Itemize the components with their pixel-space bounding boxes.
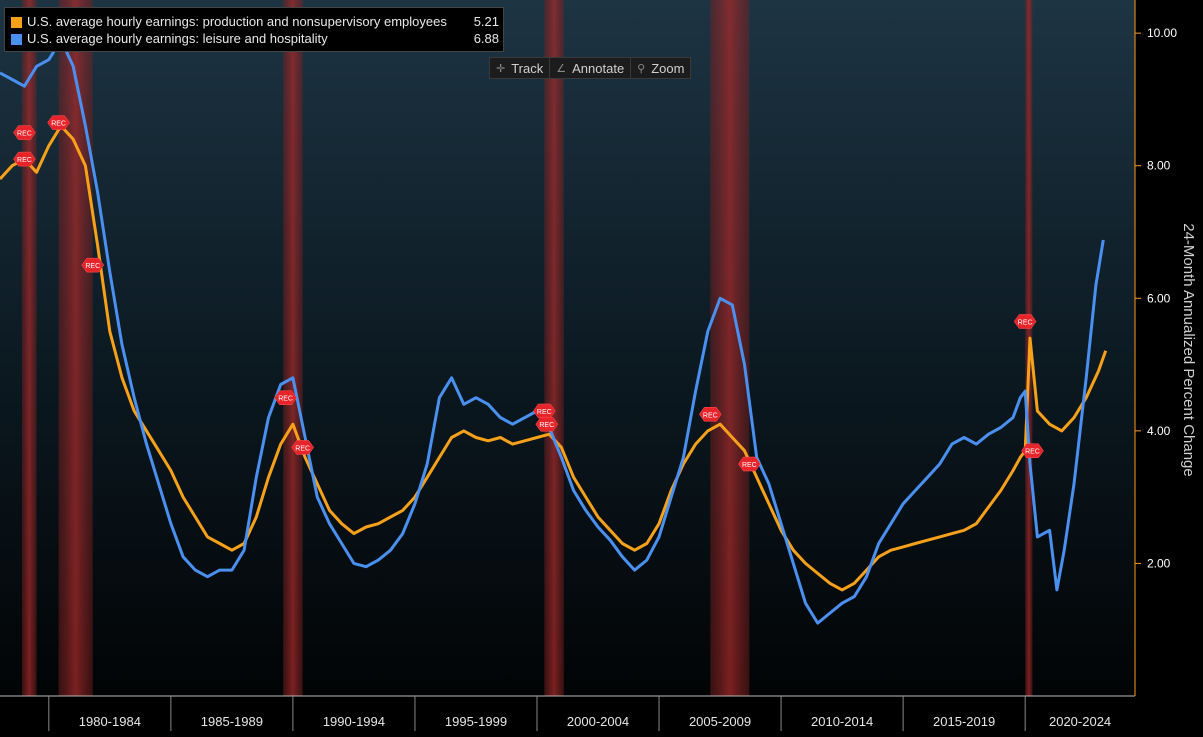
y-tick-label: 2.00: [1147, 556, 1171, 570]
pencil-icon: ∠: [556, 62, 567, 75]
legend-value: 5.21: [473, 14, 499, 29]
legend-swatch: [11, 16, 22, 28]
legend-swatch: [11, 33, 22, 45]
track-button[interactable]: ✛ Track: [490, 58, 551, 78]
x-tick-label: 2010-2014: [811, 714, 873, 729]
track-label: Track: [511, 60, 544, 76]
legend-item-leisure[interactable]: U.S. average hourly earnings: leisure an…: [11, 31, 499, 47]
series-line-1[interactable]: [0, 38, 1105, 625]
recession-flag[interactable]: REC: [47, 115, 70, 130]
chart-toolbar: ✛ Track ∠ Annotate ⚲ Zoom: [489, 57, 692, 79]
recession-flag-shape: [1021, 443, 1044, 458]
recession-flag-shape: [81, 257, 105, 273]
recession-flag-label: REC: [742, 462, 757, 469]
x-tick-label: 1980-1984: [79, 714, 141, 729]
recession-flag-shape: [698, 407, 722, 422]
legend: U.S. average hourly earnings: production…: [4, 7, 504, 52]
recession-flag[interactable]: REC: [1021, 443, 1044, 458]
recession-flag[interactable]: REC: [1013, 314, 1037, 329]
recession-flag-shape: [47, 115, 70, 130]
recession-flag-label: REC: [51, 121, 66, 128]
recession-flag-label: REC: [17, 157, 32, 164]
recession-flag-shape: [535, 416, 559, 432]
recession-flag-label: REC: [295, 445, 310, 452]
recession-flag-shape: [291, 440, 314, 455]
legend-label: U.S. average hourly earnings: production…: [27, 14, 447, 29]
recession-flag[interactable]: REC: [274, 390, 297, 405]
recession-flag-shape: [533, 403, 556, 419]
annotate-button[interactable]: ∠ Annotate: [550, 58, 632, 78]
recession-flag-label: REC: [703, 412, 718, 419]
y-tick-label: 6.00: [1147, 291, 1171, 305]
x-tick-label: 1990-1994: [323, 714, 385, 729]
recession-flag[interactable]: REC: [698, 407, 722, 422]
series-line-0[interactable]: [0, 124, 1108, 592]
recession-band: [710, 0, 750, 696]
y-tick-label: 4.00: [1147, 424, 1171, 438]
recession-flag-label: REC: [539, 422, 554, 429]
recession-flag-label: REC: [278, 396, 293, 403]
recession-flag[interactable]: REC: [738, 456, 761, 472]
crosshair-icon: ✛: [496, 62, 506, 75]
x-tick-label: 1995-1999: [445, 714, 507, 729]
recession-flag-shape: [738, 456, 761, 472]
recession-flag-label: REC: [537, 409, 552, 416]
x-tick-label: 2020-2024: [1049, 714, 1111, 729]
zoom-button[interactable]: ⚲ Zoom: [631, 58, 690, 78]
recession-flag[interactable]: REC: [291, 440, 314, 455]
recession-flag-shape: [13, 151, 36, 167]
recession-band: [58, 0, 93, 696]
recession-flag-label: REC: [85, 263, 100, 270]
recession-flag-label: REC: [1018, 319, 1033, 326]
recession-band: [283, 0, 303, 696]
recession-band: [544, 0, 564, 696]
x-tick-label: 2000-2004: [567, 714, 629, 729]
x-tick-label: 2005-2009: [689, 714, 751, 729]
y-tick-label: 8.00: [1147, 159, 1171, 173]
recession-flag[interactable]: REC: [13, 151, 36, 167]
recession-flag[interactable]: REC: [81, 257, 105, 273]
legend-label: U.S. average hourly earnings: leisure an…: [27, 31, 328, 46]
recession-band: [21, 0, 37, 696]
recession-flag-shape: [1013, 314, 1037, 329]
recession-flag[interactable]: REC: [13, 125, 36, 140]
y-axis-title: 24-Month Annualized Percent Change: [1180, 223, 1197, 477]
legend-item-production[interactable]: U.S. average hourly earnings: production…: [11, 14, 499, 30]
magnifier-icon: ⚲: [637, 62, 646, 75]
recession-flag-label: REC: [17, 131, 32, 138]
recession-flag-label: REC: [1025, 449, 1040, 456]
zoom-label: Zoom: [651, 60, 685, 76]
x-tick-label: 2015-2019: [933, 714, 995, 729]
recession-flag[interactable]: REC: [535, 416, 559, 432]
x-tick-label: 1985-1989: [201, 714, 263, 729]
recession-flag-shape: [13, 125, 36, 140]
recession-flag-shape: [274, 390, 297, 405]
legend-value: 6.88: [473, 31, 499, 46]
plot-background: [0, 0, 1135, 696]
annotate-label: Annotate: [572, 60, 625, 76]
y-tick-label: 10.00: [1147, 26, 1177, 40]
recession-flag[interactable]: REC: [533, 403, 556, 419]
